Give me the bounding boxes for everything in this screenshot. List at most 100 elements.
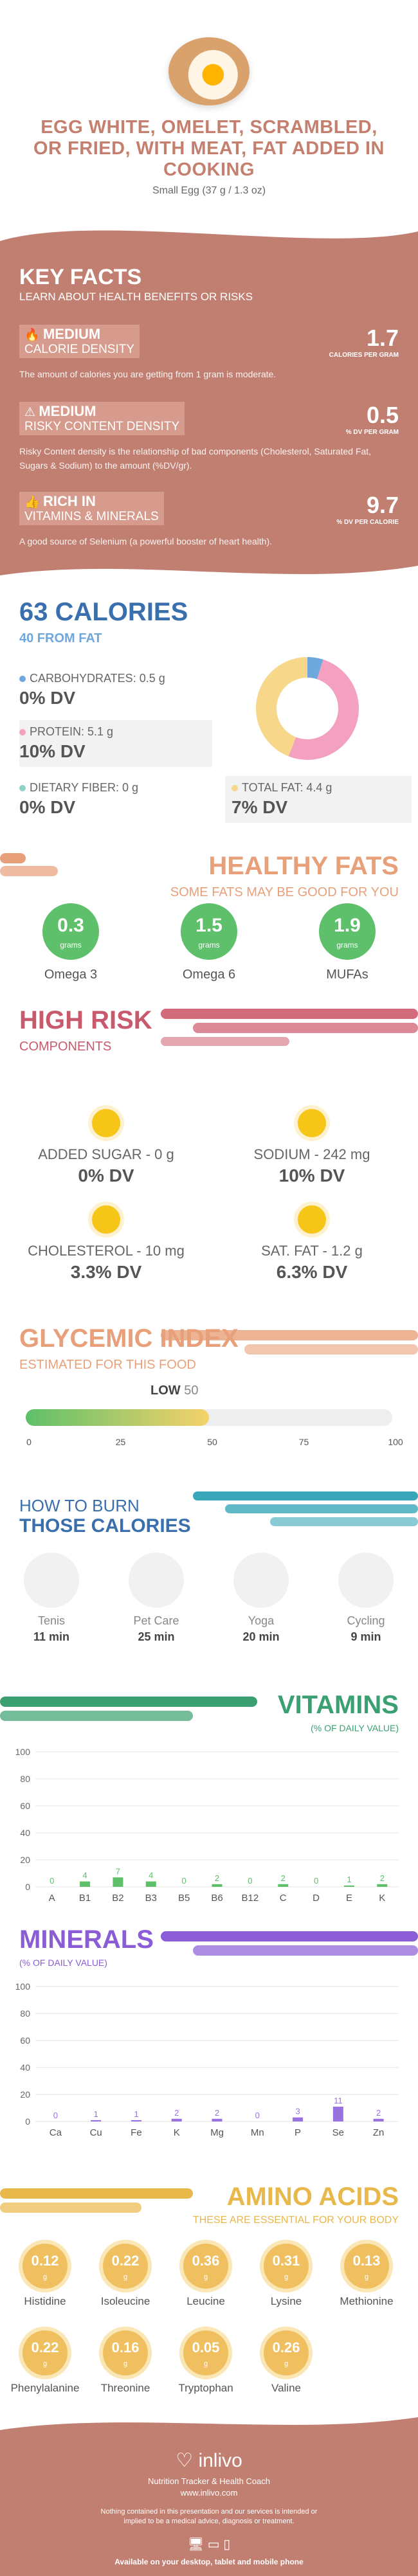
y-tick-label: 60 (20, 2035, 30, 2046)
heart-logo-icon: ♡ (176, 2450, 194, 2471)
x-tick-label: B1 (79, 1893, 91, 1904)
calories-donut-chart (255, 657, 359, 760)
risk-dv: 10% DV (278, 1166, 345, 1185)
minerals-bar-chart: 0 20 40 60 80 100 0 Ca 1 Cu 1 Fe 2 K 2 Mg 0 Mn 3 P 11 Se 2 Zn (15, 1981, 399, 2138)
fact-tag: ⚠ MEDIUM RISKY CONTENT DENSITY (19, 402, 185, 435)
glycemic-track (26, 1409, 392, 1426)
nutrient-fat: TOTAL FAT: 4.4 g 7% DV (225, 776, 412, 823)
bar-C (278, 1884, 289, 1887)
calories-section: 63 CALORIES 40 FROM FAT CARBOHYDRATES: 0… (0, 585, 418, 842)
glycemic-tick: 0 (26, 1437, 32, 1447)
amino-value: 0.05 (192, 2339, 220, 2355)
glycemic-tick: 100 (388, 1437, 403, 1447)
bar-Cu (91, 2120, 102, 2121)
fat-unit: grams (336, 941, 358, 950)
food-title: EGG WHITE, OMELET, SCRAMBLED, OR FRIED, … (33, 117, 385, 180)
amino-name: Phenylalanine (10, 2382, 80, 2394)
fat-value: 1.9 (334, 915, 361, 936)
glycemic-title: GLYCEMIC INDEX (19, 1324, 239, 1353)
vitamins-bar-chart: 0 20 40 60 80 100 0 A 4 B1 7 B2 4 B3 0 B5 2 B6 0 B12 2 C 0 D 1 E 2… (15, 1747, 399, 1904)
fact-label: CALORIE DENSITY (24, 343, 135, 356)
vitamins-section: VITAMINS (% OF DAILY VALUE) 0 20 40 60 80 100… (0, 1684, 418, 1919)
bar-value-label: 2 (281, 1873, 286, 1883)
amino-name: Threonine (100, 2382, 150, 2394)
amino-name: Lysine (270, 2295, 302, 2307)
amino-circle: 0.26 g (264, 2330, 309, 2375)
fat-unit: grams (198, 941, 220, 950)
x-tick-label: B2 (112, 1893, 123, 1904)
fat-dot (232, 785, 238, 791)
device-icons: 🖥 ▭ ▯ (187, 2537, 231, 2552)
cycling-icon (338, 1553, 394, 1608)
warning-icon: ⚠ (24, 406, 36, 419)
fat-unit: grams (60, 941, 82, 950)
amino-circle: 0.22 g (103, 2244, 148, 2289)
amino-value: 0.31 (272, 2253, 300, 2269)
nutrient-label: DIETARY FIBER: 0 g (30, 781, 139, 794)
amino-lysine: 0.31 g Lysine (251, 2244, 322, 2308)
risk-sodium: SODIUM - 242 mg 10% DV (222, 1109, 402, 1186)
amino-name: Leucine (186, 2295, 225, 2307)
y-tick-label: 100 (15, 1981, 31, 1992)
nutrient-dv: 7% DV (232, 797, 288, 817)
fat-omega3: 0.3 grams Omega 3 (26, 903, 116, 982)
fact-value: 9.7 (366, 492, 399, 518)
footer: ♡ inlivo Nutrition Tracker & Health Coac… (0, 2411, 418, 2576)
amino-unit: g (42, 2273, 48, 2281)
amino-histidine: 0.12 g Histidine (10, 2244, 80, 2308)
vitamins-subtitle: (% OF DAILY VALUE) (311, 1723, 399, 1733)
amino-acids-section: AMINO ACIDS THESE ARE ESSENTIAL FOR YOUR… (0, 2173, 418, 2411)
amino-circle: 0.31 g (264, 2244, 309, 2289)
amino-circle: 0.22 g (23, 2330, 68, 2375)
burn-time: 25 min (138, 1630, 175, 1643)
amino-circle: 0.05 g (183, 2330, 228, 2375)
x-tick-label: C (280, 1893, 287, 1904)
serving-size: Small Egg (37 g / 1.3 oz) (152, 185, 266, 196)
footer-wave (0, 2411, 418, 2430)
footer-tagline: Nutrition Tracker & Health Coach (147, 2476, 271, 2486)
y-tick-label: 0 (25, 2116, 30, 2127)
fact-tag: 👍 RICH IN VITAMINS & MINERALS (19, 492, 164, 525)
calories-from-fat: 40 FROM FAT (19, 631, 102, 645)
brand-name: inlivo (198, 2450, 242, 2471)
wave-bottom (0, 566, 418, 585)
flame-icon: 🔥 (24, 329, 40, 342)
amino-unit: g (203, 2360, 208, 2368)
fact-label: VITAMINS & MINERALS (24, 510, 159, 523)
y-tick-label: 80 (20, 2008, 30, 2019)
amino-leucine: 0.36 g Leucine (170, 2244, 241, 2308)
fat-circle: 1.5 grams (181, 903, 237, 960)
footer-availability: Available on your desktop, tablet and mo… (114, 2557, 304, 2566)
key-facts-subtitle: LEARN ABOUT HEALTH BENEFITS OR RISKS (19, 291, 253, 303)
amino-name: Methionine (340, 2295, 394, 2307)
fat-name: Omega 3 (44, 968, 98, 982)
bar-Mg (212, 2118, 223, 2121)
bar-value-label: 2 (380, 1873, 385, 1883)
risk-dv: 6.3% DV (276, 1262, 348, 1282)
donut-slice-protein (288, 659, 359, 760)
glycemic-readout: LOW 50 (150, 1383, 198, 1398)
risk-label: SODIUM - 242 mg (253, 1146, 370, 1162)
amino-phenylalanine: 0.22 g Phenylalanine (10, 2330, 80, 2395)
risk-banner-stripes (161, 1009, 418, 1046)
x-tick-label: Se (332, 2127, 344, 2138)
amino-banner-stripes (0, 2188, 193, 2213)
amino-name: Valine (271, 2382, 301, 2394)
fact-desc: The amount of calories you are getting f… (19, 369, 277, 379)
bar-value-label: 2 (376, 2108, 381, 2118)
footer-site[interactable]: www.inlivo.com (180, 2488, 238, 2498)
x-tick-label: B6 (211, 1893, 223, 1904)
amino-value: 0.12 (31, 2253, 59, 2269)
amino-value: 0.36 (192, 2253, 220, 2269)
bar-value-label: 7 (116, 1866, 120, 1876)
y-tick-label: 40 (20, 2062, 30, 2073)
burn-time: 9 min (350, 1630, 381, 1643)
nutrient-dv: 0% DV (19, 688, 76, 708)
fats-banner-stripes (0, 853, 58, 876)
y-tick-label: 20 (20, 1855, 30, 1865)
amino-circle: 0.13 g (344, 2244, 389, 2289)
bar-value-label: 11 (334, 2096, 343, 2105)
burn-banner-stripes (193, 1491, 418, 1526)
burn-cycling: Cycling 9 min (324, 1553, 408, 1644)
fact-vitamins-minerals: 👍 RICH IN VITAMINS & MINERALS 9.7 % DV PE… (19, 492, 399, 548)
